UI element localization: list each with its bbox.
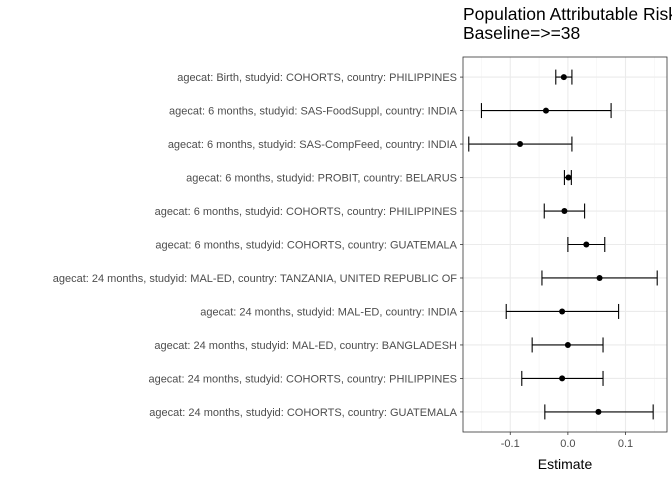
- x-tick-label: 0.0: [560, 438, 575, 450]
- y-tick-label: agecat: 24 months, studyid: MAL-ED, coun…: [200, 306, 457, 318]
- x-axis: -0.1 0.0 0.1: [501, 432, 633, 450]
- grid-lines: [463, 57, 667, 432]
- estimate-point: [542, 107, 549, 114]
- forest-row: [521, 370, 604, 386]
- forest-row: [544, 404, 654, 420]
- forest-row: [563, 170, 572, 186]
- y-axis: agecat: Birth, studyid: COHORTS, country…: [53, 72, 463, 419]
- estimate-point: [559, 375, 566, 382]
- y-tick-label: agecat: 6 months, studyid: SAS-CompFeed,…: [168, 139, 458, 151]
- y-tick-label: agecat: 24 months, studyid: MAL-ED, coun…: [53, 273, 458, 285]
- forest-row: [543, 203, 586, 219]
- x-tick-label: 0.1: [618, 438, 633, 450]
- y-tick-label: agecat: 6 months, studyid: PROBIT, count…: [186, 173, 457, 185]
- estimate-point: [583, 241, 590, 248]
- y-tick-label: agecat: 24 months, studyid: COHORTS, cou…: [148, 373, 457, 385]
- chart-title-line-1: Population Attributable Risk: [463, 4, 672, 24]
- estimate-point: [564, 341, 571, 348]
- forest-row: [468, 136, 573, 152]
- estimate-point: [561, 208, 568, 215]
- y-tick-label: agecat: 24 months, studyid: COHORTS, cou…: [149, 407, 457, 419]
- y-tick-label: agecat: Birth, studyid: COHORTS, country…: [177, 72, 457, 84]
- plot-marks: [468, 69, 658, 420]
- forest-row: [555, 69, 573, 85]
- forest-row: [541, 270, 658, 286]
- forest-row: [531, 337, 604, 353]
- x-tick-label: -0.1: [501, 438, 520, 450]
- estimate-point: [595, 408, 602, 415]
- forest-row: [567, 237, 606, 252]
- forest-row: [505, 303, 620, 319]
- estimate-point: [559, 308, 566, 315]
- x-axis-title: Estimate: [538, 456, 593, 472]
- y-tick-label: agecat: 6 months, studyid: SAS-FoodSuppl…: [169, 106, 458, 118]
- estimate-point: [565, 174, 572, 181]
- estimate-point: [560, 74, 567, 81]
- estimate-point: [596, 274, 603, 281]
- y-tick-label: agecat: 24 months, studyid: MAL-ED, coun…: [154, 340, 457, 352]
- forest-row: [480, 103, 612, 119]
- chart-title-line-2: Baseline=>=38: [463, 23, 580, 43]
- y-tick-label: agecat: 6 months, studyid: COHORTS, coun…: [155, 206, 457, 218]
- chart-title: Population Attributable Risk Baseline=>=…: [463, 4, 672, 43]
- estimate-point: [517, 141, 524, 148]
- y-tick-label: agecat: 6 months, studyid: COHORTS, coun…: [155, 240, 457, 252]
